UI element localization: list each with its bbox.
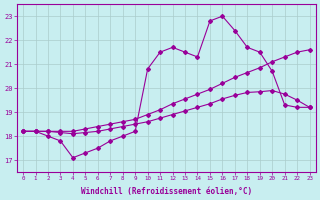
X-axis label: Windchill (Refroidissement éolien,°C): Windchill (Refroidissement éolien,°C): [81, 187, 252, 196]
